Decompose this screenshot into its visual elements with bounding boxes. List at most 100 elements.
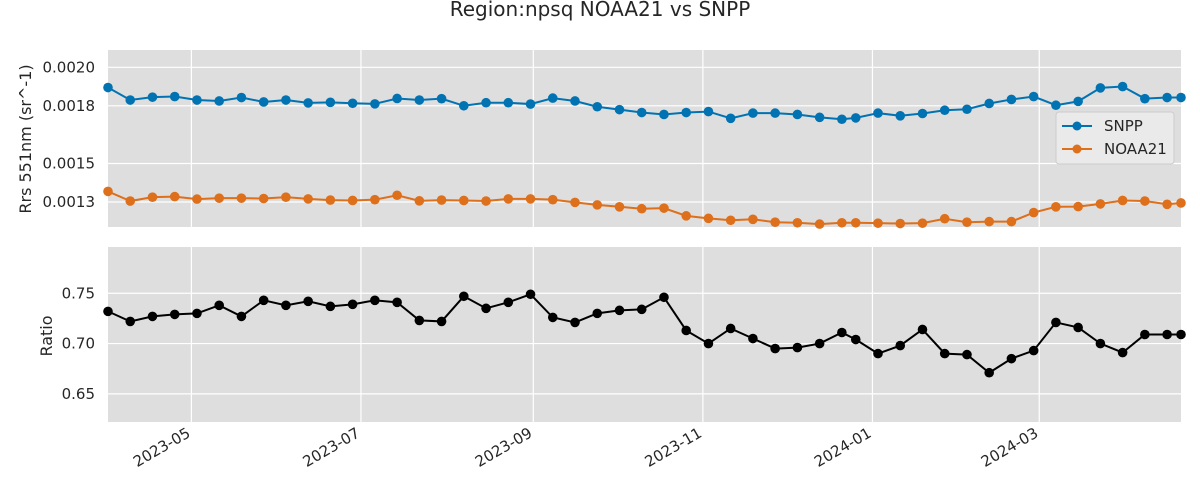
data-point-snpp (873, 108, 883, 118)
data-point-snpp (281, 95, 291, 105)
data-point-ratio (214, 300, 224, 311)
data-point-ratio (814, 338, 825, 349)
data-point-noaa21 (1051, 202, 1061, 212)
x-tick-label: 2024-01 (811, 424, 874, 471)
data-point-ratio (147, 311, 158, 322)
data-point-noaa21 (614, 202, 625, 212)
data-point-noaa21 (347, 195, 358, 206)
data-point-noaa21 (436, 195, 447, 205)
data-point-ratio (192, 308, 202, 319)
x-tick-labels: 2023-05 2023-07 2023-09 2023-11 2024-01 2024-… (130, 424, 1041, 471)
data-point-noaa21 (525, 194, 536, 204)
data-point-snpp (1051, 100, 1061, 111)
data-point-noaa21 (281, 192, 291, 202)
data-point-noaa21 (1162, 199, 1172, 210)
data-point-ratio (325, 301, 336, 312)
data-point-ratio (984, 367, 994, 378)
data-point-noaa21 (570, 197, 580, 208)
x-tick-label: 2023-11 (642, 424, 705, 471)
data-point-snpp (169, 91, 180, 102)
top-series-group (103, 81, 1186, 229)
data-point-snpp (525, 99, 536, 109)
data-point-snpp (770, 108, 780, 118)
data-point-ratio (1140, 329, 1150, 340)
data-point-snpp (1176, 92, 1186, 103)
data-point-snpp (325, 97, 336, 108)
data-point-ratio (962, 349, 972, 360)
data-point-noaa21 (236, 193, 247, 203)
data-point-snpp (1162, 92, 1172, 103)
data-point-ratio (792, 342, 803, 353)
data-point-noaa21 (147, 192, 158, 202)
bottom-y-tick-label: 0.75 (62, 284, 95, 302)
data-point-snpp (837, 114, 847, 125)
data-point-snpp (214, 96, 224, 106)
top-y-tick-labels: 0.0013 0.0015 0.0018 0.0020 (43, 58, 96, 211)
data-point-snpp (725, 113, 736, 124)
data-point-noaa21 (659, 203, 669, 213)
top-y-tick-label: 0.0020 (43, 58, 96, 76)
data-point-noaa21 (125, 196, 136, 206)
data-point-ratio (850, 334, 861, 345)
top-panel: 0.0013 0.0015 0.0018 0.0020 Rrs 551nm (sr^-… (16, 50, 1186, 229)
data-point-ratio (614, 305, 625, 316)
data-point-snpp (1028, 91, 1039, 102)
data-point-ratio (303, 296, 313, 307)
data-point-snpp (503, 97, 514, 108)
data-point-noaa21 (303, 194, 313, 204)
bottom-y-tick-label: 0.65 (62, 385, 95, 403)
data-point-ratio (481, 303, 491, 314)
data-point-noaa21 (592, 200, 603, 210)
data-point-snpp (1140, 93, 1150, 104)
data-point-noaa21 (192, 194, 202, 204)
x-tick-label: 2023-07 (300, 424, 363, 471)
data-point-ratio (1162, 329, 1172, 340)
data-point-ratio (748, 333, 758, 344)
data-point-ratio (125, 316, 136, 327)
data-point-ratio (436, 316, 447, 327)
data-point-noaa21 (481, 196, 491, 206)
data-point-ratio (547, 312, 558, 323)
bottom-y-axis-label: Ratio (37, 315, 56, 356)
data-point-noaa21 (1028, 207, 1039, 218)
bottom-panel: 0.65 0.70 0.75 Ratio (37, 247, 1186, 422)
x-tick-label: 2023-09 (472, 424, 535, 471)
data-point-snpp (895, 111, 906, 121)
data-point-snpp (962, 104, 972, 115)
legend-snpp-marker (1072, 121, 1082, 131)
data-point-noaa21 (962, 217, 972, 227)
data-point-noaa21 (1140, 196, 1150, 206)
top-y-tick-label: 0.0015 (43, 155, 96, 173)
data-point-noaa21 (214, 193, 224, 203)
data-point-snpp (303, 98, 313, 108)
data-point-noaa21 (725, 215, 736, 226)
data-point-noaa21 (370, 194, 380, 205)
data-point-noaa21 (325, 195, 336, 205)
bottom-y-tick-label: 0.70 (62, 335, 95, 353)
data-point-snpp (614, 104, 625, 115)
data-point-noaa21 (1006, 216, 1017, 227)
data-point-snpp (125, 95, 136, 105)
x-tick-label: 2024-03 (978, 424, 1041, 471)
data-point-snpp (347, 98, 358, 109)
data-point-noaa21 (837, 217, 847, 228)
data-point-noaa21 (814, 219, 825, 229)
data-point-snpp (570, 96, 580, 106)
data-point-ratio (592, 308, 603, 319)
data-point-noaa21 (392, 190, 402, 201)
data-point-ratio (392, 297, 402, 308)
top-y-tick-label: 0.0018 (43, 97, 96, 115)
data-point-snpp (192, 95, 202, 105)
data-point-ratio (837, 327, 847, 338)
data-point-snpp (792, 109, 803, 120)
top-y-axis-label: Rrs 551nm (sr^-1) (16, 64, 35, 213)
data-point-snpp (414, 95, 425, 105)
legend-snpp-label: SNPP (1104, 117, 1143, 135)
data-point-noaa21 (681, 211, 691, 221)
data-point-noaa21 (917, 218, 928, 228)
data-point-ratio (895, 340, 906, 351)
bottom-y-tick-labels: 0.65 0.70 0.75 (62, 284, 95, 403)
data-point-noaa21 (169, 191, 180, 202)
data-point-ratio (873, 348, 883, 359)
